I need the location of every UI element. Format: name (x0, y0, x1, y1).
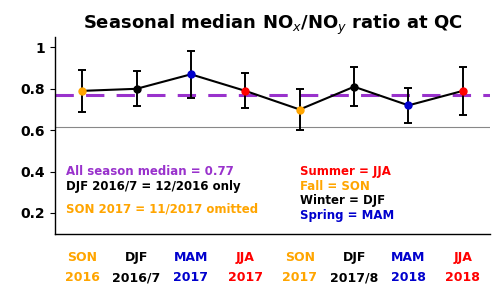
Text: MAM: MAM (174, 251, 208, 264)
Text: 2018: 2018 (391, 271, 426, 284)
Text: SON 2017 = 11/2017 omitted: SON 2017 = 11/2017 omitted (66, 202, 258, 215)
Text: 2017: 2017 (282, 271, 317, 284)
Text: 2017: 2017 (228, 271, 263, 284)
Text: DJF 2016/7 = 12/2016 only: DJF 2016/7 = 12/2016 only (66, 180, 240, 193)
Title: Seasonal median NO$_x$/NO$_y$ ratio at QC: Seasonal median NO$_x$/NO$_y$ ratio at Q… (82, 13, 462, 37)
Text: MAM: MAM (391, 251, 426, 264)
Text: Winter = DJF: Winter = DJF (300, 194, 385, 207)
Text: Spring = MAM: Spring = MAM (300, 209, 394, 221)
Text: Fall = SON: Fall = SON (300, 180, 370, 193)
Text: All season median = 0.77: All season median = 0.77 (66, 165, 234, 178)
Text: 2016: 2016 (65, 271, 100, 284)
Text: SON: SON (67, 251, 97, 264)
Text: SON: SON (284, 251, 314, 264)
Text: DJF: DJF (125, 251, 148, 264)
Text: DJF: DJF (342, 251, 366, 264)
Text: 2018: 2018 (446, 271, 480, 284)
Text: 2017/8: 2017/8 (330, 271, 378, 284)
Text: 2017: 2017 (174, 271, 208, 284)
Text: Summer = JJA: Summer = JJA (300, 165, 390, 178)
Text: JJA: JJA (454, 251, 472, 264)
Text: 2016/7: 2016/7 (112, 271, 160, 284)
Text: JJA: JJA (236, 251, 255, 264)
